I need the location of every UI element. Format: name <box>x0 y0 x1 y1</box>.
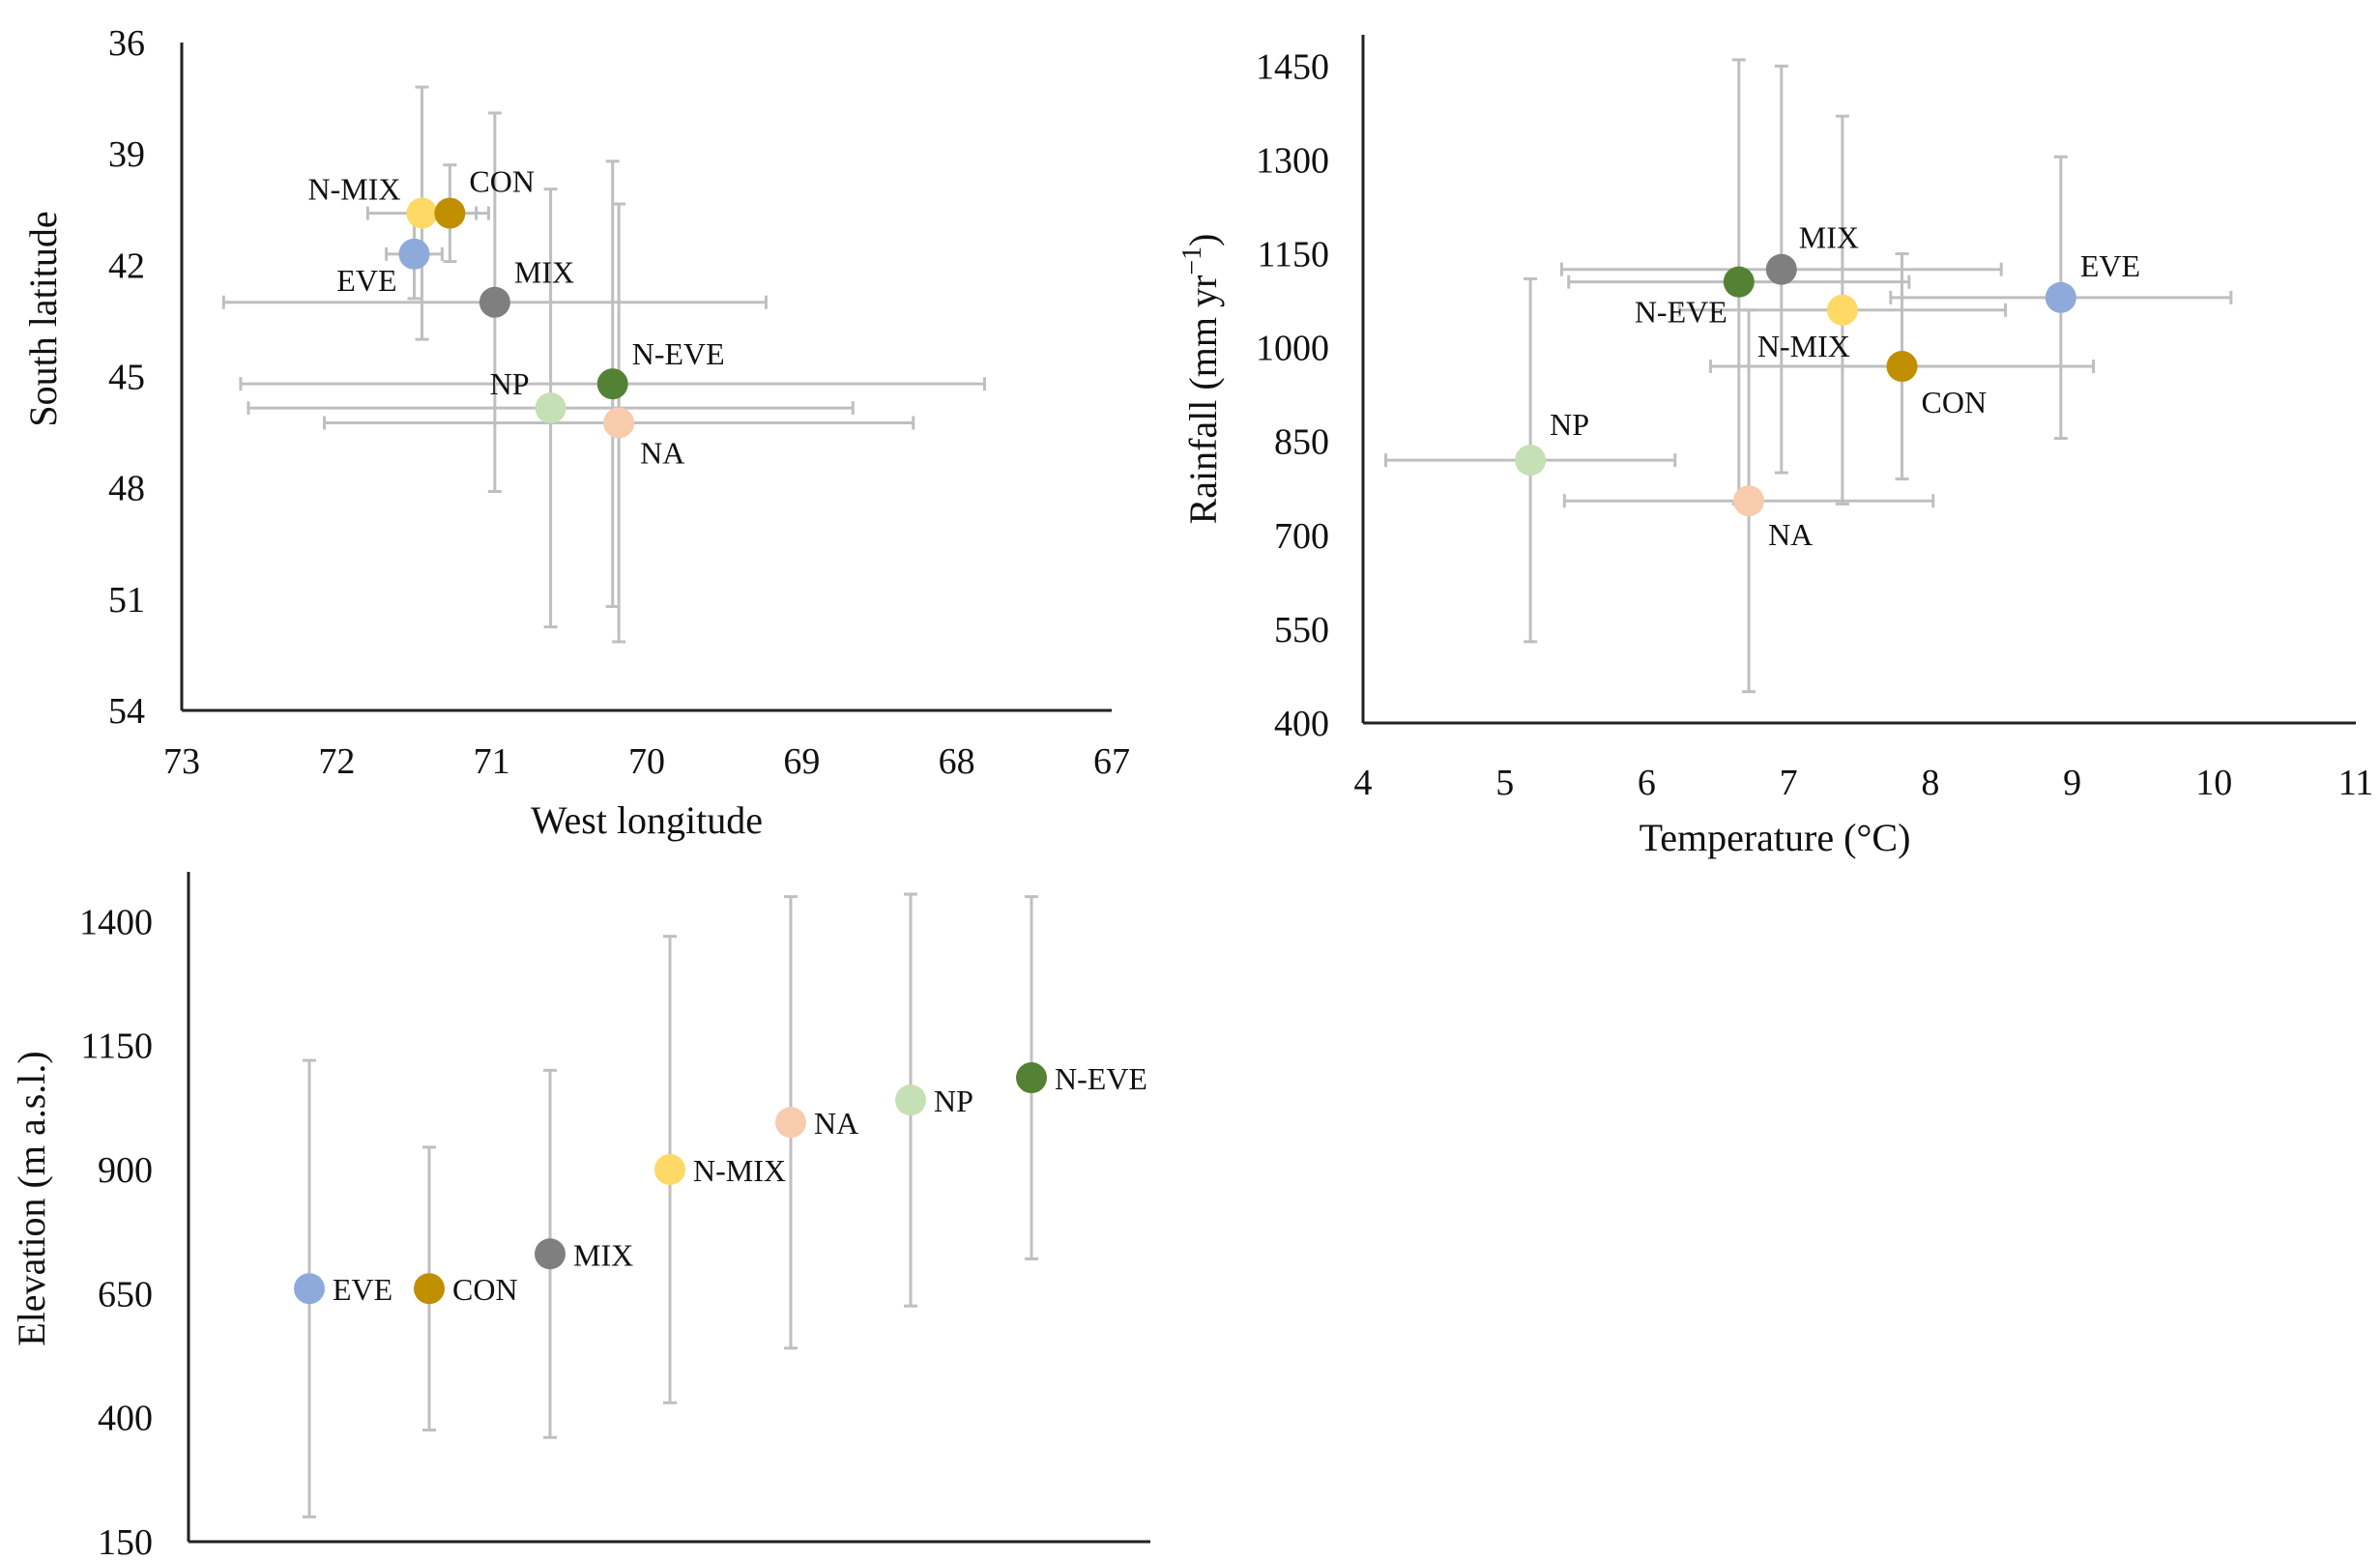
y-tick-label: 900 <box>98 1150 153 1191</box>
y-axis-title-close: ) <box>1181 234 1225 246</box>
points-climate: MIX EVE N-EVE N-MIX CON NP NA <box>1515 220 2140 552</box>
point-label-np: NP <box>934 1084 973 1118</box>
y-tick-label: 850 <box>1274 422 1329 463</box>
x-tick-label: 9 <box>2063 763 2081 803</box>
point-con <box>434 197 466 229</box>
chart-elevation: EVE CON MIX N-MIX NA NP N-EVE 150 400 650 900 1150… <box>10 872 1150 1561</box>
x-tick-label: 67 <box>1093 741 1130 782</box>
point-na <box>1733 485 1765 517</box>
y-tick-label: 48 <box>108 469 145 509</box>
y-tick-label: 42 <box>108 246 145 286</box>
y-axis-title: Elevation (m a.s.l.) <box>10 1051 53 1345</box>
point-label-np: NP <box>1550 407 1589 442</box>
y-tick-label: 45 <box>108 358 145 398</box>
point-label-n-mix: N-MIX <box>693 1153 786 1188</box>
y-tick-label: 1300 <box>1256 140 1329 181</box>
point-con <box>414 1273 445 1305</box>
point-n-mix <box>654 1154 685 1185</box>
errorbars-elevation <box>303 892 1038 1518</box>
x-tick-label: 8 <box>1921 763 1939 803</box>
y-tick-label: 150 <box>98 1522 153 1561</box>
y-tick-label: 400 <box>98 1399 153 1439</box>
y-tick-label: 400 <box>1274 704 1329 744</box>
point-label-na: NA <box>814 1106 858 1141</box>
x-tick-label: 5 <box>1495 763 1514 803</box>
y-axis-title-sup: −1 <box>1177 246 1207 275</box>
point-n-mix <box>1826 294 1858 326</box>
tick-labels-elevation: 150 400 650 900 1150 1400 <box>79 902 153 1561</box>
point-n-eve <box>1016 1062 1047 1094</box>
point-label-mix: MIX <box>514 255 574 290</box>
chart-latitude-longitude: N-MIX CON EVE MIX N-EVE NP NA 73 72 71 70 69 68 67 36… <box>21 23 1130 842</box>
y-axis-title: Rainfall (mm yr−1) <box>1177 234 1225 525</box>
point-label-eve: EVE <box>336 263 396 298</box>
point-label-na: NA <box>1768 517 1813 552</box>
x-tick-label: 10 <box>2195 763 2232 803</box>
point-eve <box>294 1273 325 1305</box>
point-mix <box>1765 253 1797 285</box>
points-geo: N-MIX CON EVE MIX N-EVE NP NA <box>308 164 725 471</box>
chart-rainfall-temperature: MIX EVE N-EVE N-MIX CON NP NA 4 5 6 7 8 9 10 11 400 550… <box>1177 35 2373 859</box>
point-label-n-eve: N-EVE <box>1635 295 1727 330</box>
point-label-eve: EVE <box>2080 248 2140 283</box>
errorbars-climate <box>1383 58 2233 694</box>
point-n-eve <box>596 368 628 400</box>
x-tick-label: 71 <box>474 741 510 782</box>
y-tick-label: 650 <box>98 1274 153 1315</box>
point-label-con: CON <box>469 164 535 199</box>
point-con <box>1886 351 1918 383</box>
point-label-n-mix: N-MIX <box>1757 329 1850 363</box>
point-na <box>603 407 635 439</box>
y-tick-label: 1150 <box>1257 235 1329 275</box>
x-tick-label: 11 <box>2338 763 2374 803</box>
point-np <box>535 392 566 424</box>
x-tick-label: 7 <box>1780 763 1798 803</box>
x-tick-label: 69 <box>783 741 820 782</box>
tick-labels-climate: 4 5 6 7 8 9 10 11 400 550 700 850 1000 1150 1300 1450 <box>1256 46 2373 803</box>
y-tick-label: 550 <box>1274 610 1329 650</box>
point-label-eve: EVE <box>333 1272 392 1307</box>
y-tick-label: 1450 <box>1256 46 1329 87</box>
point-label-con: CON <box>452 1272 518 1307</box>
point-np <box>895 1084 926 1116</box>
point-label-n-mix: N-MIX <box>308 172 401 207</box>
point-label-n-eve: N-EVE <box>1055 1061 1147 1096</box>
y-tick-label: 36 <box>108 23 145 64</box>
point-label-mix: MIX <box>573 1237 633 1272</box>
y-tick-label: 1400 <box>79 902 153 942</box>
x-axis-title: West longitude <box>531 798 763 842</box>
point-label-np: NP <box>490 366 530 401</box>
point-label-con: CON <box>1922 385 1988 419</box>
y-tick-label: 54 <box>108 691 145 732</box>
y-axis-title-main: Rainfall (mm yr <box>1181 275 1225 525</box>
y-tick-label: 1150 <box>80 1026 153 1067</box>
x-tick-label: 70 <box>628 741 665 782</box>
x-tick-label: 4 <box>1354 763 1373 803</box>
y-tick-label: 700 <box>1274 516 1329 557</box>
point-eve <box>2045 281 2076 313</box>
tick-labels-geo: 73 72 71 70 69 68 67 36 39 42 45 48 51 54 <box>108 23 1130 782</box>
points-elevation: EVE CON MIX N-MIX NA NP N-EVE <box>294 1061 1147 1307</box>
point-label-na: NA <box>640 435 684 470</box>
point-mix <box>535 1238 566 1270</box>
point-np <box>1515 445 1547 477</box>
y-tick-label: 51 <box>108 580 145 621</box>
x-tick-label: 72 <box>318 741 355 782</box>
x-axis-title: Temperature (°C) <box>1640 816 1911 859</box>
x-tick-label: 68 <box>939 741 975 782</box>
point-label-n-eve: N-EVE <box>632 336 725 371</box>
x-tick-label: 6 <box>1638 763 1656 803</box>
point-eve <box>398 238 430 270</box>
errorbars-geo <box>221 85 987 644</box>
point-mix <box>479 286 510 318</box>
y-axis-title: South latitude <box>21 211 65 426</box>
x-tick-label: 73 <box>163 741 200 782</box>
point-label-mix: MIX <box>1799 220 1859 255</box>
y-tick-label: 39 <box>108 134 145 175</box>
point-na <box>775 1107 806 1139</box>
point-n-mix <box>406 197 438 229</box>
point-n-eve <box>1723 266 1755 298</box>
y-tick-label: 1000 <box>1256 329 1329 369</box>
